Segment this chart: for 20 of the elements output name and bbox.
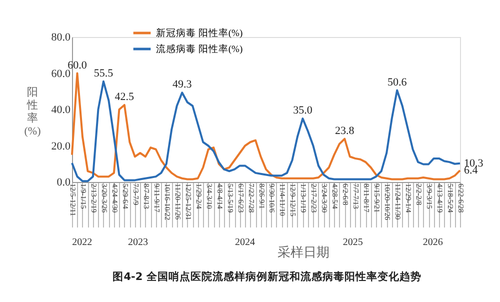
data-label: 50.6 [387,76,408,88]
y-axis-title: 阳性率(%) [24,86,42,138]
text: 图4-2 全国哨点医院流感样病例新冠和流感病毒阳性率变化趋势 [112,270,422,283]
text: 2025 [342,237,363,248]
data-label: 35.0 [293,104,313,117]
legend-label: 新冠病毒 阳性率(%) [156,27,243,39]
data-label: 55.5 [94,67,114,80]
text: 2023 [128,237,148,248]
data-label: 42.5 [114,90,135,103]
y-tick-label: 40.0 [51,104,71,116]
data-label: 23.8 [335,124,355,137]
data-label: 49.3 [172,78,192,91]
text: 2024 [235,237,256,248]
y-tick-label: 20.0 [51,140,71,152]
x-axis-title: 采样日期 [278,244,330,260]
y-tick-label: 0.0 [56,176,71,188]
text: 2026 [422,237,443,248]
text: 2022 [72,237,92,248]
legend-label: 流感病毒 阳性率(%) [156,43,243,55]
y-tick-label: 80.0 [51,32,71,44]
